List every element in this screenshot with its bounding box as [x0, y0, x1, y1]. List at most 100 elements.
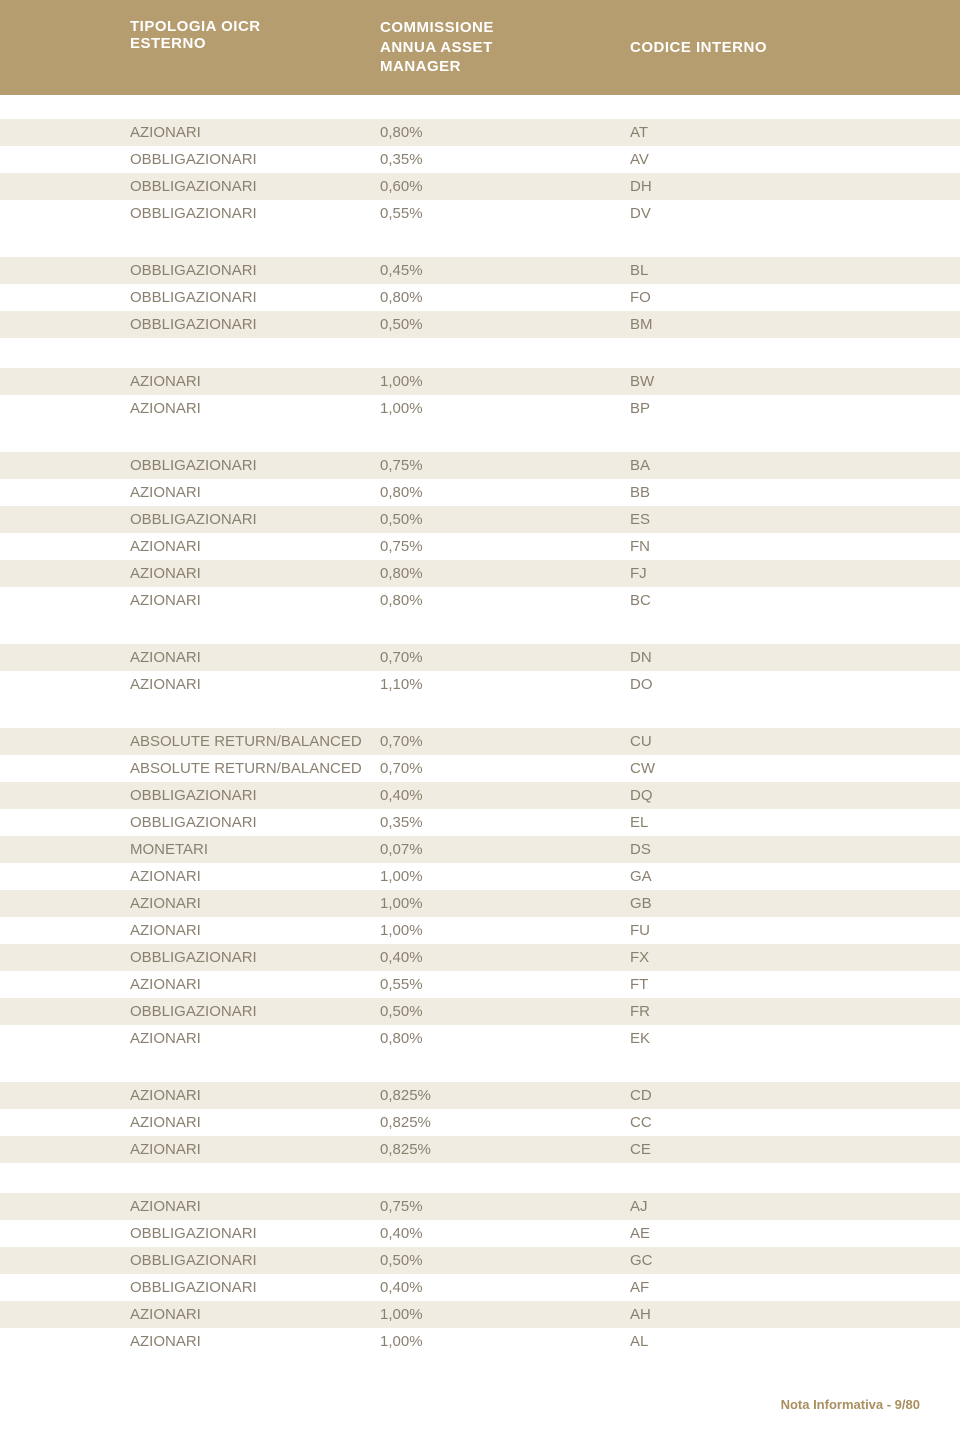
cell-codice: AF [630, 1279, 930, 1296]
cell-commissione: 0,80% [380, 484, 630, 501]
cell-tipologia: OBBLIGAZIONARI [0, 949, 380, 966]
cell-tipologia: AZIONARI [0, 1306, 380, 1323]
cell-commissione: 0,55% [380, 976, 630, 993]
cell-codice: BP [630, 400, 930, 417]
table-row: AZIONARI0,80%FJ [0, 560, 960, 587]
cell-tipologia: OBBLIGAZIONARI [0, 511, 380, 528]
cell-commissione: 0,40% [380, 1225, 630, 1242]
cell-codice: DN [630, 649, 930, 666]
cell-codice: FU [630, 922, 930, 939]
cell-codice: BB [630, 484, 930, 501]
table-row: OBBLIGAZIONARI0,55%DV [0, 200, 960, 227]
cell-codice: GB [630, 895, 930, 912]
row-group: AZIONARI0,75%AJOBBLIGAZIONARI0,40%AEOBBL… [0, 1193, 960, 1355]
table-row: OBBLIGAZIONARI0,75%BA [0, 452, 960, 479]
row-group: AZIONARI0,70%DNAZIONARI1,10%DO [0, 644, 960, 698]
table-row: OBBLIGAZIONARI0,60%DH [0, 173, 960, 200]
cell-tipologia: MONETARI [0, 841, 380, 858]
cell-tipologia: OBBLIGAZIONARI [0, 178, 380, 195]
cell-commissione: 0,70% [380, 649, 630, 666]
table-row: OBBLIGAZIONARI0,35%AV [0, 146, 960, 173]
cell-codice: FO [630, 289, 930, 306]
cell-codice: DH [630, 178, 930, 195]
table-row: AZIONARI0,80%AT [0, 119, 960, 146]
header-text: COMMISSIONE [380, 18, 630, 38]
table-row: AZIONARI0,825%CC [0, 1109, 960, 1136]
cell-tipologia: OBBLIGAZIONARI [0, 262, 380, 279]
cell-commissione: 0,825% [380, 1087, 630, 1104]
row-group: AZIONARI0,825%CDAZIONARI0,825%CCAZIONARI… [0, 1082, 960, 1163]
table-row: AZIONARI1,00%AH [0, 1301, 960, 1328]
cell-tipologia: AZIONARI [0, 976, 380, 993]
cell-tipologia: OBBLIGAZIONARI [0, 787, 380, 804]
cell-codice: AH [630, 1306, 930, 1323]
cell-commissione: 0,80% [380, 592, 630, 609]
cell-commissione: 0,80% [380, 1030, 630, 1047]
cell-commissione: 0,75% [380, 538, 630, 555]
header-col-commissione: COMMISSIONE ANNUA ASSET MANAGER [380, 18, 630, 77]
table-row: OBBLIGAZIONARI0,45%BL [0, 257, 960, 284]
table-row: AZIONARI0,75%FN [0, 533, 960, 560]
cell-commissione: 0,60% [380, 178, 630, 195]
cell-codice: BL [630, 262, 930, 279]
cell-codice: BM [630, 316, 930, 333]
cell-tipologia: AZIONARI [0, 895, 380, 912]
table-row: AZIONARI0,55%FT [0, 971, 960, 998]
cell-codice: BC [630, 592, 930, 609]
cell-codice: CE [630, 1141, 930, 1158]
table-row: OBBLIGAZIONARI0,50%FR [0, 998, 960, 1025]
cell-codice: ES [630, 511, 930, 528]
table-row: AZIONARI1,10%DO [0, 671, 960, 698]
table-row: AZIONARI0,70%DN [0, 644, 960, 671]
cell-commissione: 1,00% [380, 373, 630, 390]
cell-codice: AJ [630, 1198, 930, 1215]
cell-codice: AT [630, 124, 930, 141]
cell-tipologia: AZIONARI [0, 1030, 380, 1047]
table-header: TIPOLOGIA OICR ESTERNO COMMISSIONE ANNUA… [0, 0, 960, 95]
cell-commissione: 1,00% [380, 895, 630, 912]
cell-commissione: 0,50% [380, 511, 630, 528]
cell-commissione: 1,00% [380, 868, 630, 885]
table-row: AZIONARI1,00%BP [0, 395, 960, 422]
table-row: OBBLIGAZIONARI0,40%FX [0, 944, 960, 971]
cell-tipologia: AZIONARI [0, 373, 380, 390]
cell-codice: GA [630, 868, 930, 885]
table-row: OBBLIGAZIONARI0,50%ES [0, 506, 960, 533]
cell-commissione: 0,50% [380, 1252, 630, 1269]
cell-tipologia: OBBLIGAZIONARI [0, 814, 380, 831]
table-row: OBBLIGAZIONARI0,40%DQ [0, 782, 960, 809]
cell-commissione: 0,70% [380, 733, 630, 750]
cell-tipologia: OBBLIGAZIONARI [0, 1279, 380, 1296]
cell-codice: FJ [630, 565, 930, 582]
cell-tipologia: OBBLIGAZIONARI [0, 151, 380, 168]
cell-codice: AE [630, 1225, 930, 1242]
table-body: AZIONARI0,80%ATOBBLIGAZIONARI0,35%AVOBBL… [0, 95, 960, 1355]
table-row: AZIONARI1,00%AL [0, 1328, 960, 1355]
cell-commissione: 0,80% [380, 124, 630, 141]
cell-tipologia: AZIONARI [0, 922, 380, 939]
cell-commissione: 0,40% [380, 787, 630, 804]
cell-codice: EL [630, 814, 930, 831]
cell-codice: AL [630, 1333, 930, 1350]
cell-codice: CU [630, 733, 930, 750]
cell-commissione: 0,35% [380, 814, 630, 831]
table-row: AZIONARI0,80%BB [0, 479, 960, 506]
row-group: OBBLIGAZIONARI0,75%BAAZIONARI0,80%BBOBBL… [0, 452, 960, 614]
cell-commissione: 0,825% [380, 1114, 630, 1131]
cell-commissione: 0,40% [380, 1279, 630, 1296]
table-row: OBBLIGAZIONARI0,40%AE [0, 1220, 960, 1247]
table-row: AZIONARI0,825%CD [0, 1082, 960, 1109]
cell-commissione: 0,45% [380, 262, 630, 279]
cell-commissione: 0,40% [380, 949, 630, 966]
table-row: MONETARI0,07%DS [0, 836, 960, 863]
table-row: OBBLIGAZIONARI0,50%BM [0, 311, 960, 338]
table-row: ABSOLUTE RETURN/BALANCED0,70%CU [0, 728, 960, 755]
cell-tipologia: OBBLIGAZIONARI [0, 1225, 380, 1242]
table-row: AZIONARI0,80%BC [0, 587, 960, 614]
table-row: OBBLIGAZIONARI0,35%EL [0, 809, 960, 836]
table-row: OBBLIGAZIONARI0,40%AF [0, 1274, 960, 1301]
cell-codice: GC [630, 1252, 930, 1269]
cell-commissione: 1,00% [380, 400, 630, 417]
cell-codice: CC [630, 1114, 930, 1131]
cell-commissione: 0,50% [380, 1003, 630, 1020]
